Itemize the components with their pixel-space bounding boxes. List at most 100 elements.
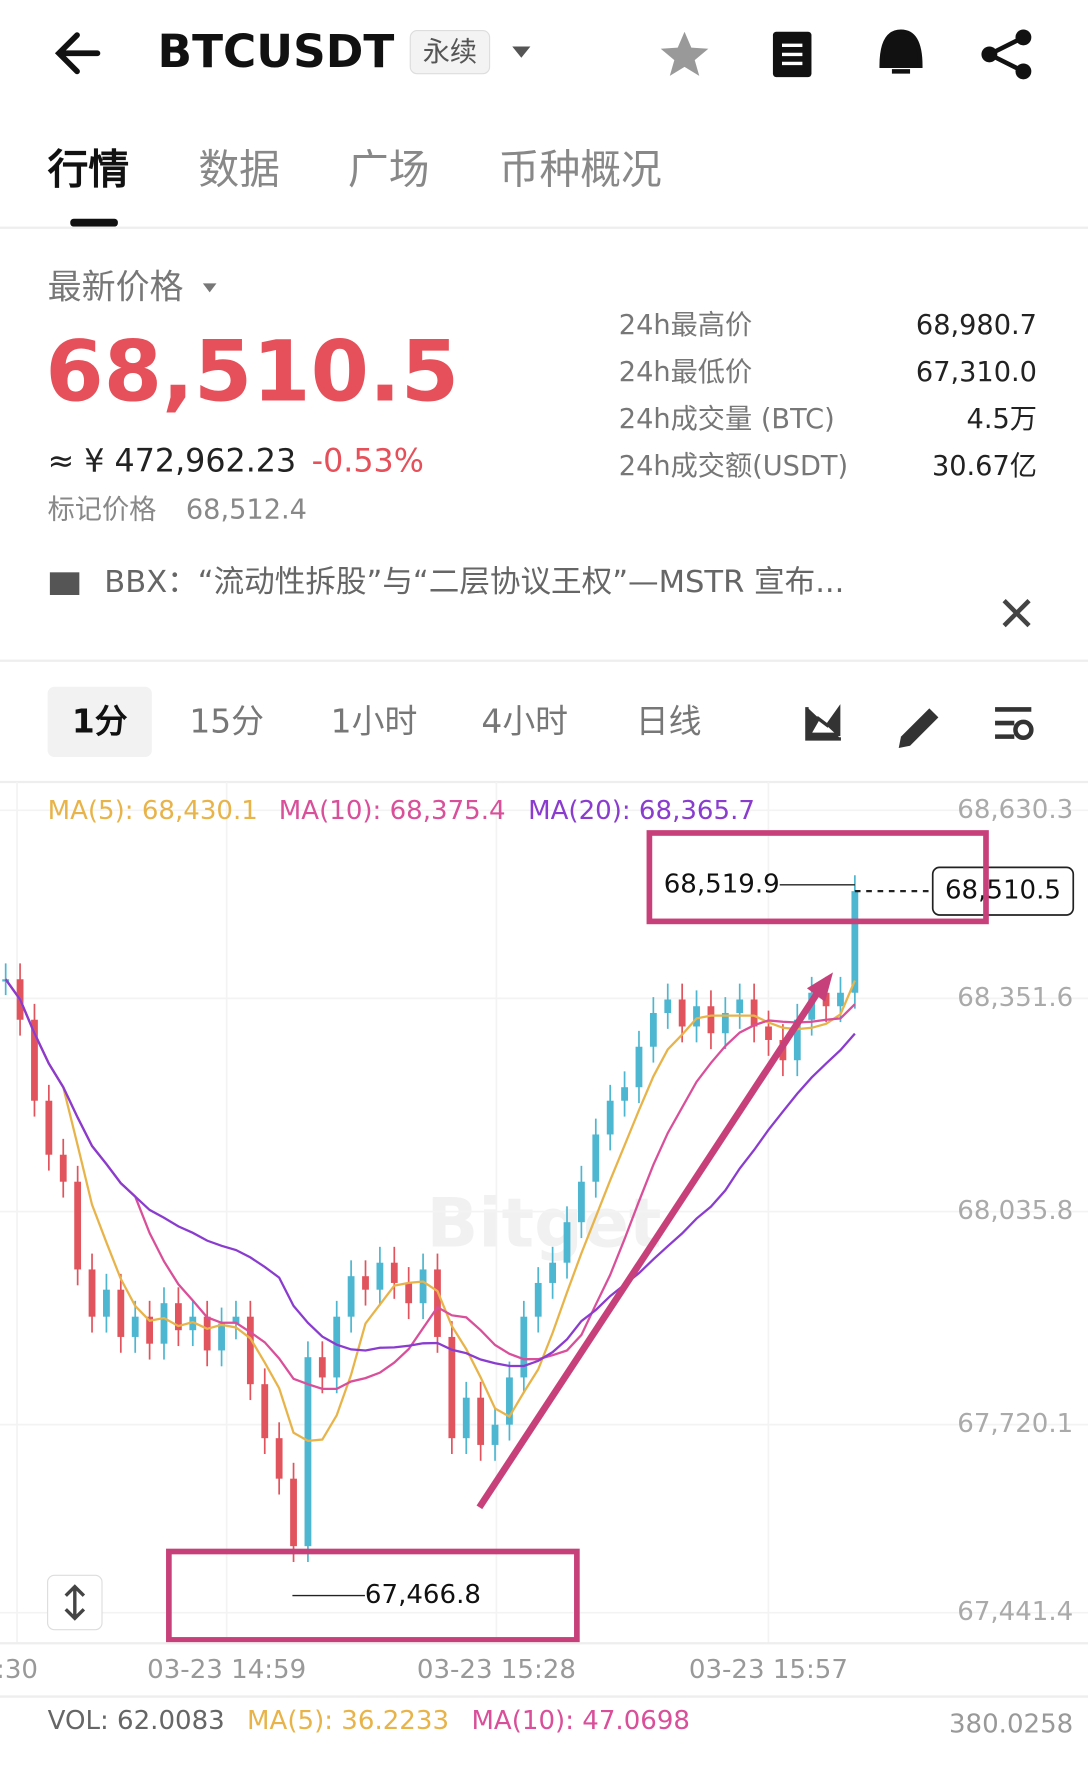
- candle: [189, 1316, 197, 1331]
- stat-label: 24h成交额(USDT): [619, 451, 848, 482]
- candle: [592, 1134, 600, 1182]
- chart-type-icon[interactable]: [805, 704, 841, 741]
- y-tick-label: 67,441.4: [957, 1597, 1073, 1627]
- mark-price: 68,512.4: [186, 495, 307, 526]
- candle: [520, 1316, 528, 1378]
- x-tick-label: 03-23 15:28: [417, 1655, 576, 1685]
- candle: [506, 1377, 513, 1425]
- ma-line: [4, 978, 856, 1368]
- candle: [419, 1269, 427, 1304]
- candle: [434, 1269, 441, 1337]
- candle: [117, 1289, 125, 1337]
- tab[interactable]: 广场: [348, 145, 430, 193]
- tab[interactable]: 行情: [48, 145, 130, 193]
- candle: [261, 1384, 269, 1439]
- favorite-icon[interactable]: [660, 31, 709, 76]
- candle: [333, 1316, 341, 1378]
- highlight-box: [646, 830, 989, 925]
- candle: [376, 1262, 384, 1290]
- x-tick-label: 03-23 15:57: [689, 1655, 848, 1685]
- candle: [160, 1303, 168, 1344]
- candle: [563, 1222, 571, 1263]
- candle: [736, 999, 744, 1013]
- candle: [793, 1019, 801, 1061]
- stat-value: 67,310.0: [916, 357, 1037, 388]
- ma20-label: MA(20): 68,365.7: [528, 796, 755, 826]
- arrow: [476, 989, 822, 1510]
- arrow-head: [806, 972, 833, 1002]
- candle: [246, 1316, 254, 1385]
- watermark: Bitget: [427, 1185, 662, 1264]
- candle: [693, 1006, 700, 1027]
- vol-max: 380.0258: [949, 1709, 1073, 1739]
- candle: [131, 1316, 139, 1337]
- last-price: 68,510.5: [45, 322, 459, 420]
- alert-icon[interactable]: [879, 29, 923, 74]
- candle: [59, 1154, 67, 1182]
- candle: [837, 992, 844, 1007]
- y-tick-label: 67,720.1: [957, 1409, 1073, 1439]
- close-icon[interactable]: [1002, 599, 1031, 628]
- stat-value: 30.67亿: [932, 451, 1037, 482]
- interval: 1小时: [331, 702, 418, 741]
- highlight-box: [166, 1548, 580, 1643]
- candle: [822, 992, 830, 1007]
- x-tick-label: 03-23 14:59: [147, 1655, 306, 1685]
- low-label: 67,466.8: [365, 1580, 481, 1610]
- symbol: BTCUSDT: [158, 25, 395, 78]
- dropdown-icon[interactable]: [512, 46, 531, 58]
- stat-value: 68,980.7: [916, 310, 1037, 341]
- tab[interactable]: 数据: [198, 145, 280, 193]
- x-tick-label: :30: [0, 1655, 38, 1685]
- draw-icon[interactable]: [898, 708, 939, 748]
- settings-icon[interactable]: [995, 707, 1032, 739]
- candle: [621, 1087, 628, 1101]
- candle: [74, 1181, 82, 1270]
- candle: [477, 1397, 485, 1445]
- candle: [362, 1276, 369, 1290]
- candle: [721, 1012, 729, 1034]
- candle: [491, 1424, 499, 1445]
- candle: [203, 1316, 211, 1351]
- candle: [577, 1181, 585, 1223]
- candle: [664, 999, 672, 1013]
- candle: [275, 1438, 283, 1479]
- candle: [318, 1357, 326, 1378]
- mark-label: 标记价格: [48, 495, 157, 526]
- back-icon[interactable]: [54, 32, 101, 75]
- candle: [174, 1303, 182, 1331]
- candle: [606, 1100, 614, 1135]
- interval-active: [47, 686, 152, 758]
- news[interactable]: BBX：“流动性拆股”与“二层协议王权”—MSTR 宣布...: [104, 565, 844, 600]
- candle: [448, 1336, 456, 1439]
- interval: 4小时: [481, 702, 568, 741]
- change: -0.53%: [312, 443, 424, 479]
- candle: [88, 1269, 96, 1317]
- cny-price: ≈ ¥ 472,962.23: [48, 443, 297, 479]
- vol-label: VOL: 62.0083: [48, 1706, 225, 1736]
- tab[interactable]: 币种概况: [499, 145, 662, 193]
- candle: [765, 1026, 772, 1040]
- tag: 永续: [423, 37, 477, 68]
- y-tick-label: 68,035.8: [957, 1196, 1073, 1226]
- dropdown-icon[interactable]: [202, 283, 217, 293]
- candle: [649, 1012, 657, 1047]
- y-tick-label: 68,630.3: [957, 795, 1073, 825]
- candle: [347, 1276, 355, 1317]
- interval: 1分: [72, 702, 128, 741]
- candle: [290, 1478, 297, 1547]
- interval: 日线: [636, 702, 702, 741]
- book-lines: [781, 43, 803, 66]
- tab-indicator: [70, 218, 118, 227]
- high-label: 68,519.9: [664, 869, 780, 899]
- candle: [31, 1019, 38, 1101]
- candle: [232, 1316, 240, 1324]
- vol-ma5: MA(5): 36.2233: [247, 1706, 449, 1736]
- candle: [462, 1397, 470, 1439]
- settings-gear: [1013, 719, 1034, 741]
- last-label: 68,510.5: [945, 876, 1061, 906]
- candle: [549, 1262, 557, 1283]
- y-tick-label: 68,351.6: [957, 983, 1073, 1013]
- candle: [707, 1006, 715, 1034]
